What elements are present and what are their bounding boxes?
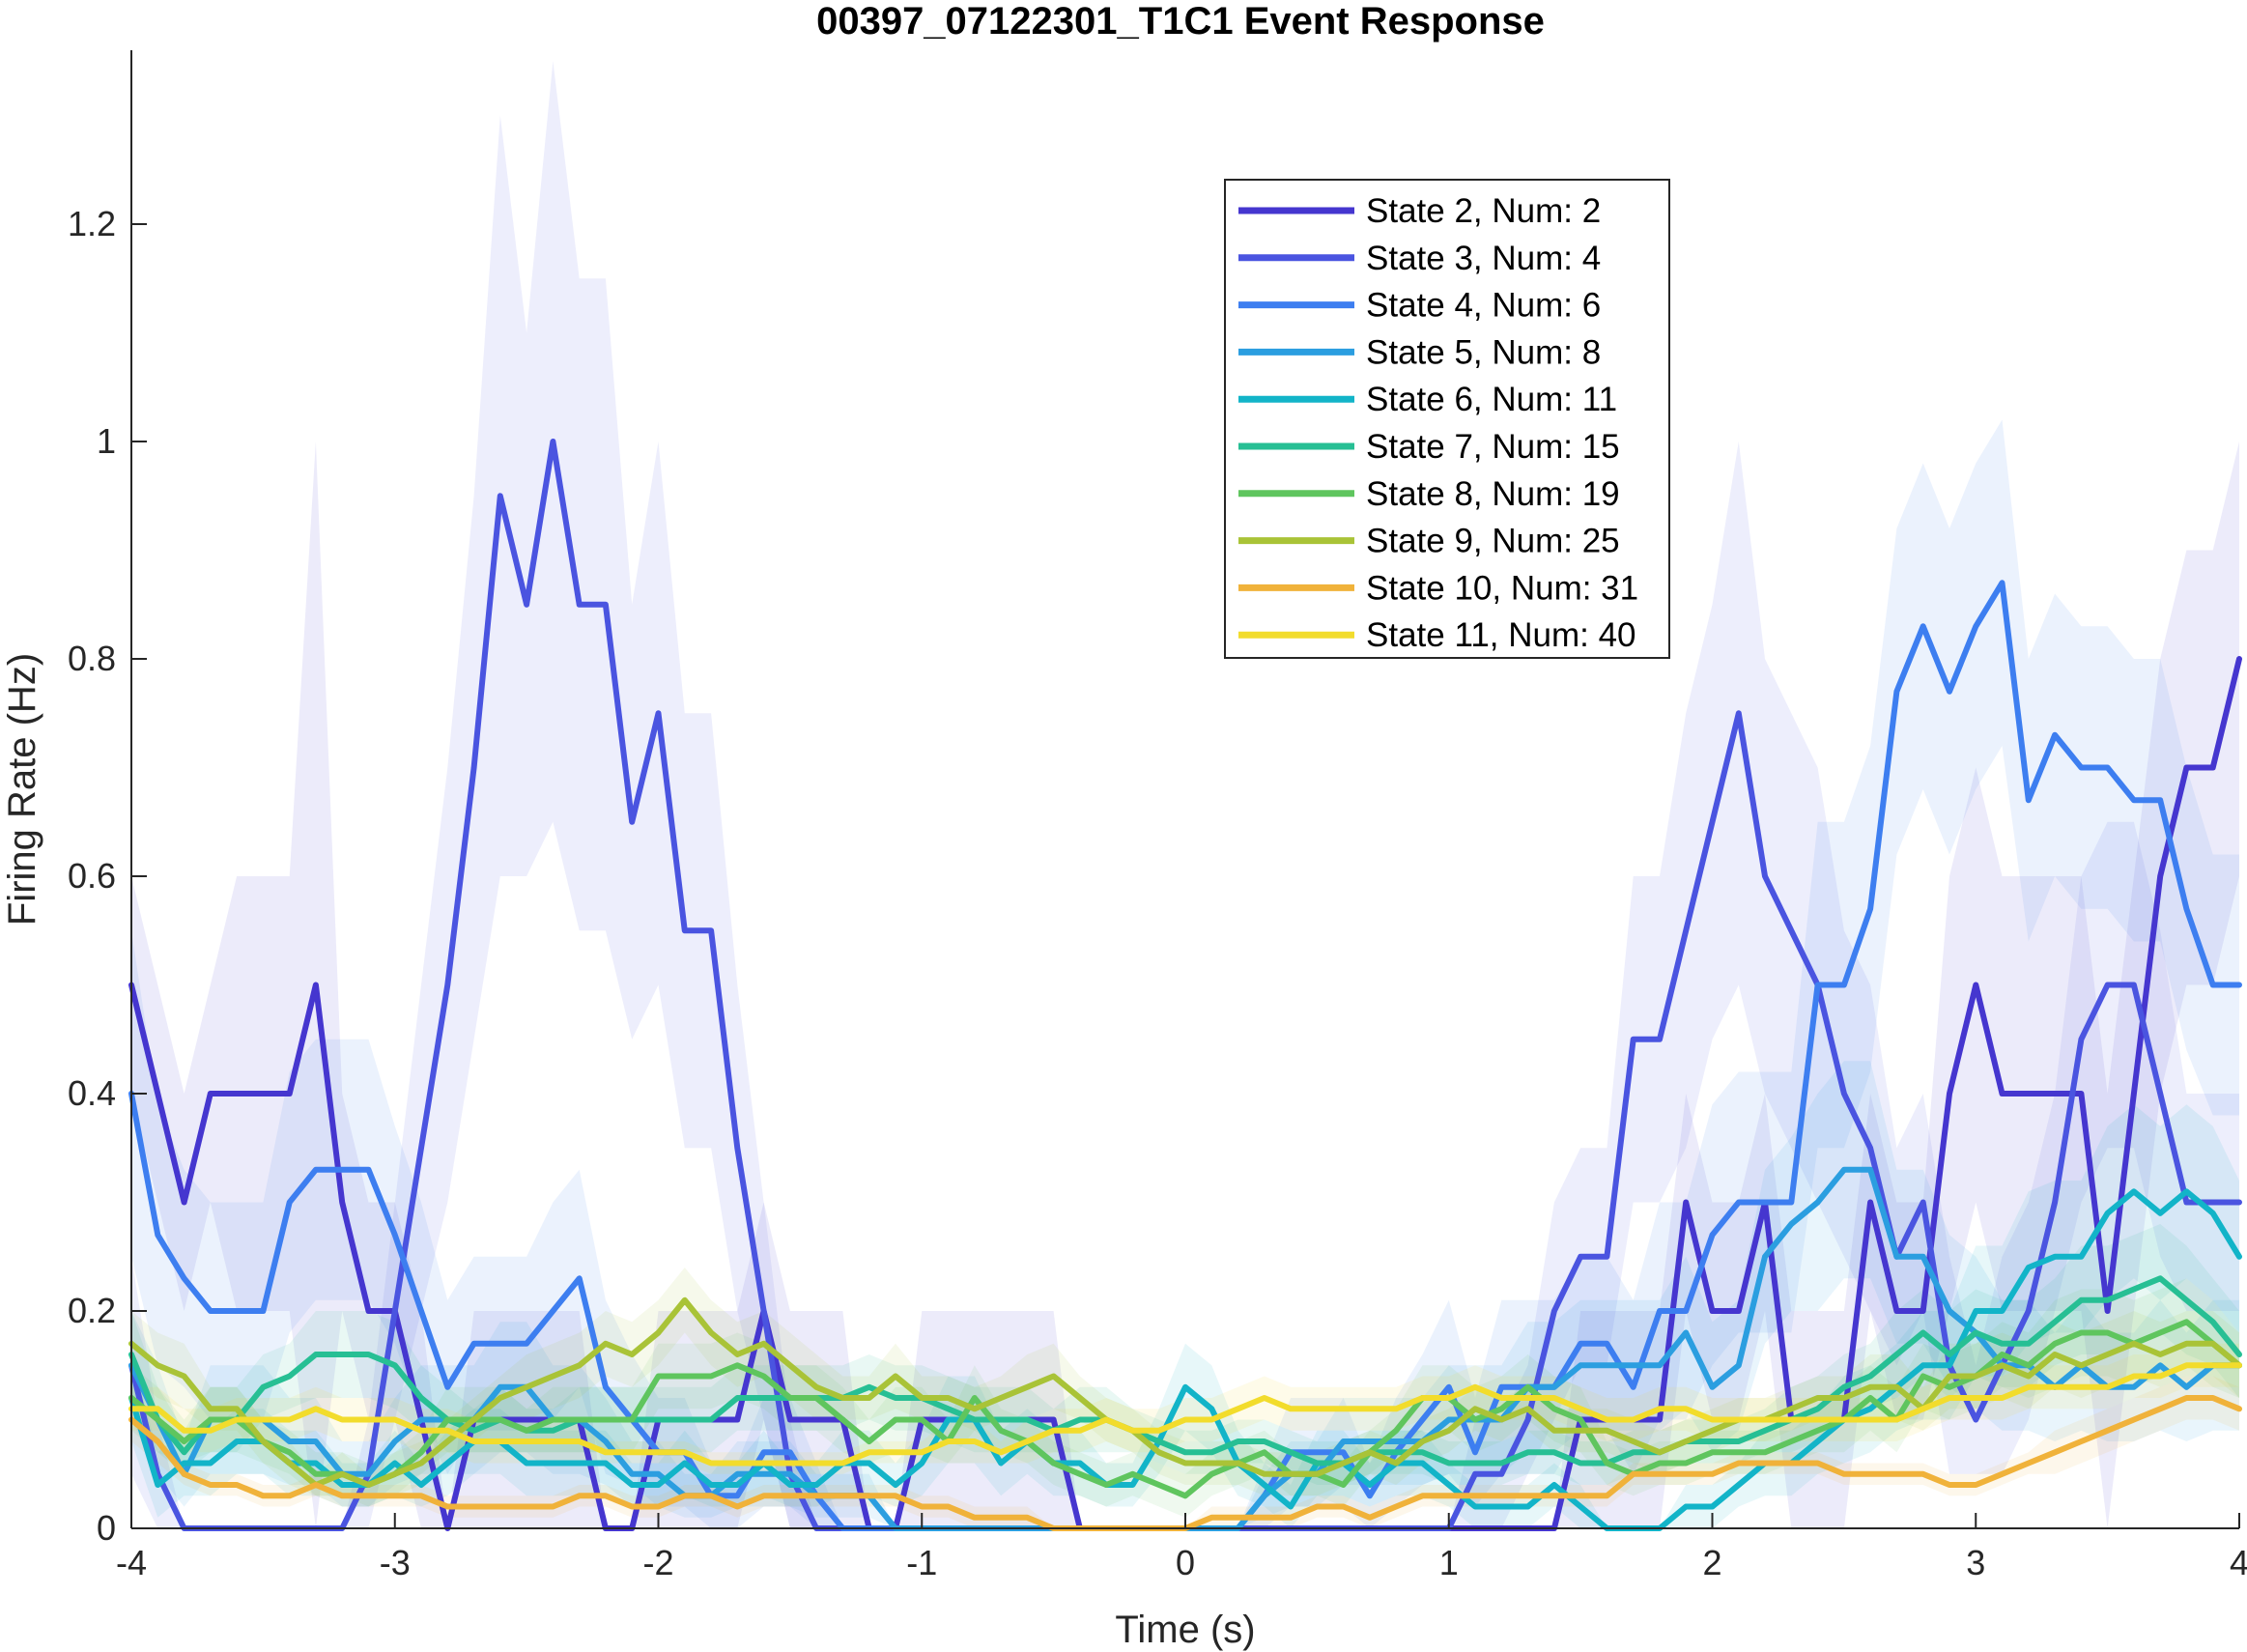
x-tick-label: 0 [1176, 1543, 1195, 1582]
x-tick-label: 2 [1702, 1543, 1721, 1582]
x-tick-label: -2 [642, 1543, 673, 1582]
series-error-band [131, 1061, 2239, 1528]
x-tick-label: 1 [1439, 1543, 1459, 1582]
y-tick-label: 1.2 [68, 204, 116, 243]
y-ticks: 0 0.2 0.4 0.6 0.8 1 1.2 [68, 204, 147, 1548]
legend-entries: State 2, Num: 2 State 3, Num: 4 State 4, N… [1238, 192, 1638, 654]
legend-label: State 11, Num: 40 [1366, 616, 1636, 654]
series-line [128, 1319, 2242, 1499]
y-tick-label: 0 [97, 1508, 116, 1548]
x-ticks: -4 -3 -2 -1 0 1 2 3 4 [116, 1513, 2247, 1582]
legend-label: State 6, Num: 11 [1366, 381, 1617, 418]
legend-label: State 10, Num: 31 [1366, 569, 1638, 607]
legend-label: State 8, Num: 19 [1366, 475, 1620, 513]
x-tick-label: 3 [1966, 1543, 1985, 1582]
chart-title: 00397_07122301_T1C1 Event Response [816, 0, 1545, 43]
series-error-band [131, 1343, 2239, 1474]
legend-label: State 5, Num: 8 [1366, 333, 1601, 371]
series-line [128, 1296, 2242, 1488]
x-tick-label: -1 [906, 1543, 937, 1582]
y-axis-title: Firing Rate (Hz) [1, 653, 43, 926]
y-tick-label: 0.4 [68, 1073, 116, 1113]
series-error-band [131, 61, 2239, 1528]
legend-label: State 3, Num: 4 [1366, 240, 1601, 277]
legend-label: State 7, Num: 15 [1366, 428, 1620, 466]
legend-label: State 4, Num: 6 [1366, 287, 1601, 325]
x-axis-title: Time (s) [1115, 1609, 1255, 1651]
series-line [128, 1362, 2242, 1467]
y-tick-label: 0.8 [68, 639, 116, 678]
y-tick-label: 0.6 [68, 856, 116, 896]
series-line [128, 1275, 2242, 1467]
legend: State 2, Num: 2 State 3, Num: 4 State 4, N… [1224, 179, 1670, 659]
y-tick-label: 1 [97, 421, 116, 461]
y-tick-label: 0.2 [68, 1291, 116, 1330]
x-tick-label: -3 [380, 1543, 411, 1582]
legend-label: State 2, Num: 2 [1366, 192, 1601, 230]
legend-label: State 9, Num: 25 [1366, 523, 1620, 560]
series-error-band [131, 419, 2239, 1528]
series-error-band [131, 441, 2239, 1528]
series-error-band [131, 1278, 2239, 1518]
x-tick-label: -4 [116, 1543, 147, 1582]
x-tick-label: 4 [2230, 1543, 2247, 1582]
